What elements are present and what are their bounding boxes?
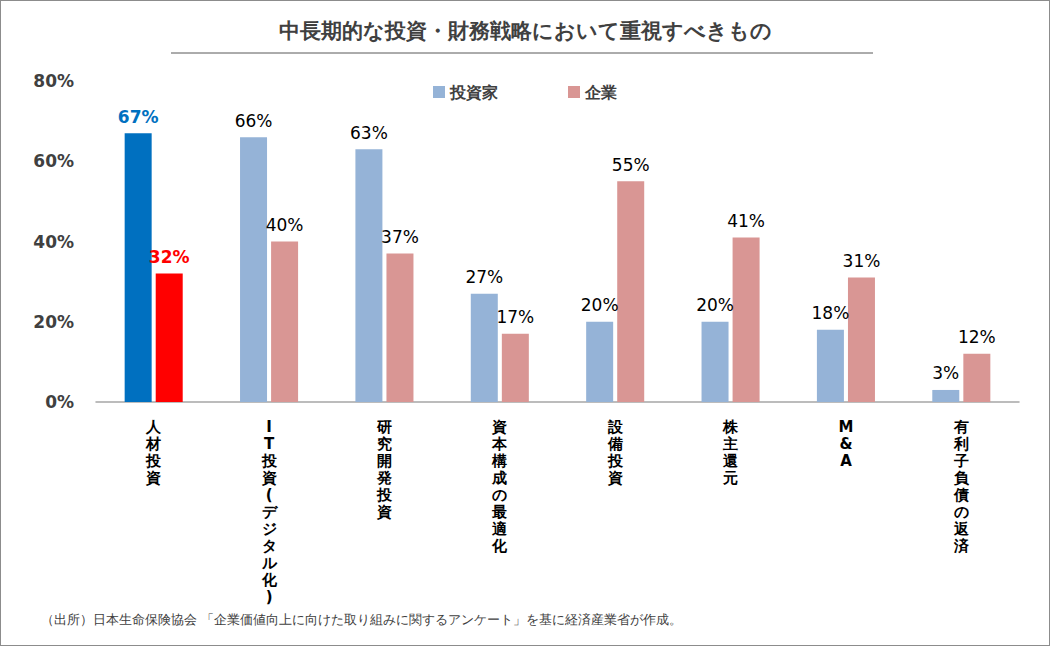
svg-text:20%: 20% — [581, 295, 619, 315]
svg-text:投資家: 投資家 — [449, 83, 498, 102]
svg-text:27%: 27% — [465, 267, 503, 287]
svg-text:済: 済 — [953, 537, 970, 555]
svg-text:0%: 0% — [45, 392, 74, 412]
svg-text:資: 資 — [607, 469, 623, 487]
svg-text:資: 資 — [261, 469, 277, 487]
svg-text:発: 発 — [376, 469, 392, 487]
svg-text:元: 元 — [722, 469, 738, 487]
svg-text:利: 利 — [953, 435, 969, 453]
svg-text:企業: 企業 — [584, 83, 617, 102]
svg-text:資: 資 — [376, 503, 392, 521]
svg-text:（出所）日本生命保険協会 「企業価値向上に向けた取り組みに関: （出所）日本生命保険協会 「企業価値向上に向けた取り組みに関するアンケート」を基… — [41, 612, 682, 627]
svg-text:返: 返 — [953, 520, 970, 538]
svg-text:資: 資 — [145, 469, 161, 487]
svg-text:41%: 41% — [727, 211, 765, 231]
svg-text:材: 材 — [145, 435, 161, 453]
svg-text:子: 子 — [953, 452, 969, 470]
svg-text:資: 資 — [491, 418, 507, 436]
svg-text:本: 本 — [491, 435, 508, 453]
svg-text:投: 投 — [145, 452, 162, 470]
svg-text:研: 研 — [376, 418, 392, 436]
svg-text:株: 株 — [722, 418, 739, 436]
svg-text:55%: 55% — [612, 155, 650, 175]
svg-text:主: 主 — [722, 435, 738, 453]
svg-text:負: 負 — [954, 469, 970, 487]
svg-text:成: 成 — [491, 469, 507, 487]
svg-text:I: I — [266, 418, 272, 436]
svg-text:60%: 60% — [33, 151, 74, 171]
svg-text:32%: 32% — [149, 247, 190, 267]
svg-text:67%: 67% — [118, 107, 159, 127]
svg-text:構: 構 — [491, 452, 507, 470]
svg-text:66%: 66% — [235, 111, 273, 131]
svg-text:投: 投 — [376, 486, 393, 504]
svg-text:人: 人 — [145, 418, 162, 436]
svg-text:12%: 12% — [958, 327, 996, 347]
svg-text:開: 開 — [377, 452, 392, 470]
svg-text:): ) — [266, 588, 273, 606]
svg-text:63%: 63% — [350, 123, 388, 143]
svg-text:T: T — [264, 435, 275, 453]
svg-text:有: 有 — [953, 418, 969, 436]
svg-text:投: 投 — [607, 452, 624, 470]
svg-text:3%: 3% — [932, 363, 959, 383]
svg-text:投: 投 — [261, 452, 278, 470]
svg-text:債: 債 — [953, 486, 969, 504]
svg-text:タ: タ — [262, 537, 277, 555]
svg-text:化: 化 — [491, 537, 508, 555]
svg-text:M: M — [838, 418, 853, 436]
svg-text:還: 還 — [722, 452, 738, 470]
svg-text:&: & — [839, 435, 852, 453]
svg-text:20%: 20% — [33, 312, 74, 332]
svg-text:の: の — [492, 486, 507, 504]
svg-text:20%: 20% — [696, 295, 734, 315]
svg-text:17%: 17% — [496, 307, 534, 327]
svg-text:40%: 40% — [33, 232, 74, 252]
svg-text:設: 設 — [607, 418, 624, 436]
svg-text:究: 究 — [377, 435, 392, 453]
svg-text:の: の — [954, 503, 969, 521]
svg-text:中長期的な投資・財務戦略において重視すべきもの: 中長期的な投資・財務戦略において重視すべきもの — [279, 19, 772, 43]
svg-text:(: ( — [266, 486, 273, 504]
svg-text:37%: 37% — [381, 227, 419, 247]
svg-text:80%: 80% — [33, 71, 74, 91]
svg-text:適: 適 — [491, 520, 508, 538]
svg-text:ジ: ジ — [262, 520, 277, 538]
svg-text:ル: ル — [261, 554, 278, 572]
svg-text:40%: 40% — [266, 215, 304, 235]
svg-text:A: A — [840, 452, 852, 470]
svg-text:化: 化 — [261, 571, 278, 589]
svg-text:デ: デ — [262, 503, 279, 521]
svg-text:18%: 18% — [812, 303, 850, 323]
svg-text:31%: 31% — [843, 251, 881, 271]
svg-text:最: 最 — [491, 503, 507, 521]
svg-text:備: 備 — [607, 435, 623, 453]
